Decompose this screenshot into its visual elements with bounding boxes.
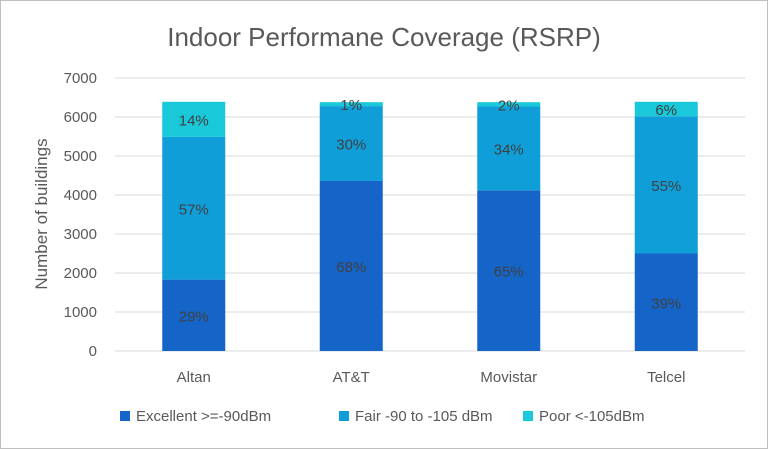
legend-label: Excellent >=-90dBm [136, 408, 271, 425]
chart-title: Indoor Performane Coverage (RSRP) [167, 22, 601, 52]
data-label: 30% [336, 137, 366, 154]
legend-label: Poor <-105dBm [539, 408, 644, 425]
x-tick-label: Altan [177, 369, 211, 386]
legend-item: Fair -90 to -105 dBm [339, 408, 493, 425]
bar-segment [634, 101, 698, 117]
y-axis-ticks: 0 1000 2000 3000 4000 5000 6000 7000 [64, 70, 97, 360]
data-label: 39% [651, 295, 681, 312]
x-tick-label: AT&T [333, 369, 370, 386]
data-label: 65% [494, 264, 524, 281]
x-tick-label: Movistar [480, 369, 537, 386]
legend: Excellent >=-90dBm Fair -90 to -105 dBm Po… [120, 408, 644, 425]
data-label: 6% [655, 102, 677, 119]
data-label: 55% [651, 178, 681, 195]
y-tick-label: 2000 [64, 265, 97, 282]
bar-segment [634, 253, 698, 351]
data-label: 1% [340, 97, 362, 114]
y-tick-label: 4000 [64, 187, 97, 204]
bar-segment [477, 106, 541, 191]
data-label: 14% [179, 112, 209, 129]
bar-segment [477, 102, 541, 107]
bars [162, 101, 698, 351]
data-label: 29% [179, 308, 209, 325]
bar-segment [319, 180, 383, 351]
legend-swatch [339, 411, 349, 421]
bar-segment [477, 190, 541, 351]
bar-segment [319, 106, 383, 181]
data-label: 34% [494, 141, 524, 158]
legend-swatch [120, 411, 130, 421]
x-axis-ticks: Altan AT&T Movistar Telcel [177, 369, 686, 386]
y-axis-label: Number of buildings [32, 138, 51, 289]
y-tick-label: 3000 [64, 226, 97, 243]
y-tick-label: 1000 [64, 304, 97, 321]
bar-segment [162, 136, 226, 280]
legend-item: Poor <-105dBm [523, 408, 644, 425]
y-tick-label: 5000 [64, 148, 97, 165]
bar-segment [162, 101, 226, 137]
data-label: 68% [336, 259, 366, 276]
bar-segment [162, 279, 226, 351]
x-tick-label: Telcel [647, 369, 685, 386]
data-label: 57% [179, 201, 209, 218]
y-tick-label: 6000 [64, 109, 97, 126]
y-tick-label: 0 [89, 343, 97, 360]
bar-segment [319, 102, 383, 107]
legend-label: Fair -90 to -105 dBm [355, 408, 493, 425]
data-label: 2% [498, 97, 520, 114]
y-tick-label: 7000 [64, 70, 97, 87]
legend-item: Excellent >=-90dBm [120, 408, 271, 425]
bar-segment [634, 116, 698, 254]
data-labels: 29% 57% 14% 68% 30% 1% 65% 34% 2% 39% 55% 6% [179, 97, 682, 325]
legend-swatch [523, 411, 533, 421]
